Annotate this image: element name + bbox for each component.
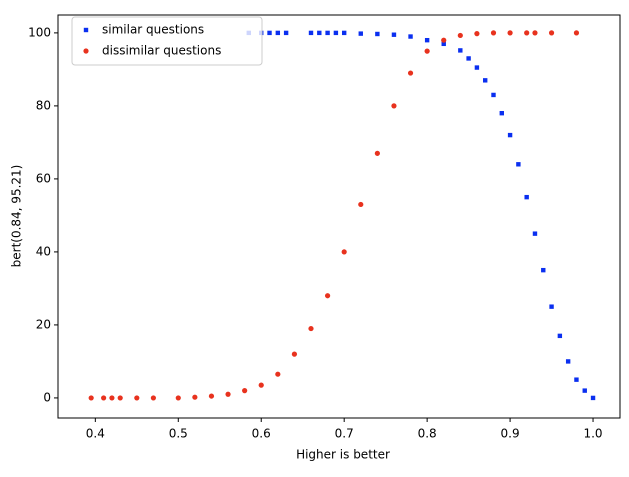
point [267,30,272,36]
point [88,395,94,401]
y-tick-label: 40 [36,244,51,258]
point [291,351,298,357]
point [548,30,555,36]
point [242,388,248,394]
x-tick-label: 0.6 [252,427,271,441]
point [308,30,314,36]
point [483,78,488,83]
point [109,395,115,401]
point [424,48,430,54]
point [549,304,554,309]
point [117,395,123,401]
point [557,333,563,339]
point [541,267,546,273]
y-tick-label: 0 [43,390,51,404]
point [192,394,198,400]
point [150,395,156,401]
point [101,395,107,401]
point [283,30,289,36]
x-tick-label: 0.8 [418,427,437,441]
point [590,395,596,401]
point [474,31,480,37]
point [565,359,571,364]
point [524,30,530,36]
y-axis-label: bert(0.84, 95.21) [10,165,24,268]
x-axis-label: Higher is better [296,448,390,462]
y-tick-label: 60 [36,171,51,185]
point [457,32,463,39]
point [175,395,181,401]
point [324,293,331,299]
point [225,391,231,397]
point [208,393,215,399]
legend-box [71,16,263,66]
point [474,65,480,70]
point [375,31,380,37]
plot-frame [57,14,621,419]
point [341,249,347,255]
legend-marker [83,27,89,33]
x-tick-label: 0.9 [501,427,520,441]
point [441,37,447,43]
x-tick-label: 0.4 [86,427,105,441]
point [333,30,339,36]
point [258,382,264,388]
x-tick-label: 0.7 [335,427,354,441]
point [358,31,363,36]
point [325,30,330,36]
point [424,37,430,43]
point [499,110,504,116]
legend-label: similar questions [102,23,204,37]
point [516,162,521,167]
point [275,371,281,377]
y-tick-label: 80 [36,98,51,112]
point [134,395,140,401]
point [391,103,397,109]
point [458,48,463,53]
point [466,56,471,61]
point [407,70,414,76]
point [582,388,587,393]
x-tick-label: 0.5 [169,427,188,441]
point [532,30,538,36]
point [408,34,413,39]
point [573,30,580,36]
point [507,30,513,36]
legend-label: dissimilar questions [102,44,221,58]
y-tick-label: 20 [36,317,51,331]
point [374,150,380,156]
point [490,30,497,36]
point [317,30,322,36]
point [532,231,538,236]
point [275,30,281,36]
x-tick-label: 1.0 [583,427,602,441]
point [507,132,513,138]
point [391,32,397,37]
legend-marker [83,48,89,54]
point [524,194,529,200]
point [358,201,364,208]
point [308,325,314,332]
point [491,92,496,98]
point [441,41,446,47]
point [341,30,347,36]
point [574,377,579,382]
y-tick-label: 100 [28,25,51,39]
